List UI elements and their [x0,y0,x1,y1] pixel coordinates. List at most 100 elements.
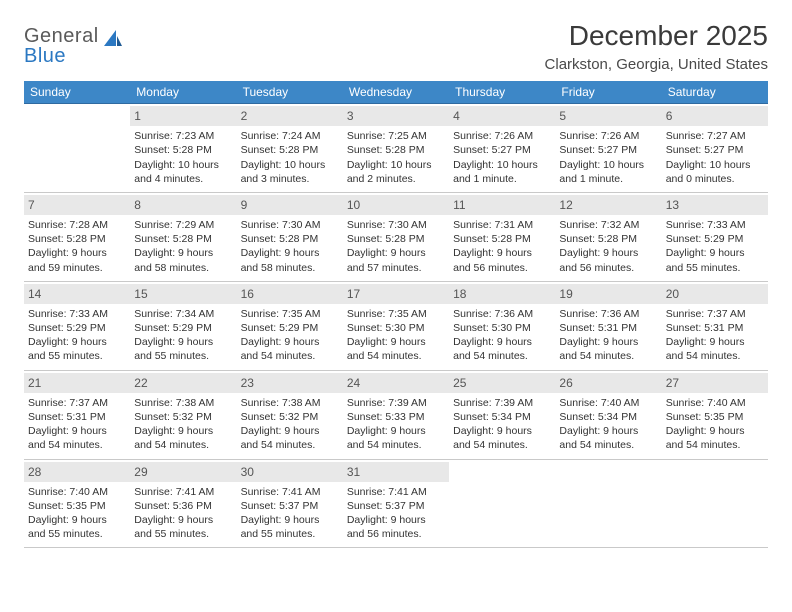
day-cell: 9 Sunrise: 7:30 AMSunset: 5:28 PMDaylight… [237,192,343,281]
sunrise-text: Sunrise: 7:28 AM [28,218,126,232]
sunrise-text: Sunrise: 7:41 AM [347,485,445,499]
daylight-text: Daylight: 9 hours and 54 minutes. [241,335,339,363]
sunset-text: Sunset: 5:29 PM [241,321,339,335]
sunset-text: Sunset: 5:28 PM [453,232,551,246]
sunset-text: Sunset: 5:30 PM [347,321,445,335]
day-number: 28 [24,462,130,482]
day-cell: 4Sunrise: 7:26 AMSunset: 5:27 PMDaylight… [449,104,555,193]
day-number: 9 [237,195,343,215]
sunrise-text: Sunrise: 7:38 AM [134,396,232,410]
sunset-text: Sunset: 5:28 PM [241,232,339,246]
daylight-text: Daylight: 10 hours and 3 minutes. [241,158,339,186]
day-number: 14 [24,284,130,304]
daylight-text: Daylight: 10 hours and 1 minute. [453,158,551,186]
day-number: 10 [343,195,449,215]
day-number: 16 [237,284,343,304]
day-cell: 20Sunrise: 7:37 AMSunset: 5:31 PMDayligh… [662,281,768,370]
day-cell [555,459,661,548]
sunrise-text: Sunrise: 7:40 AM [28,485,126,499]
sunset-text: Sunset: 5:28 PM [134,143,232,157]
day-number: 3 [343,106,449,126]
day-number: 13 [662,195,768,215]
day-number: 23 [237,373,343,393]
sunset-text: Sunset: 5:29 PM [134,321,232,335]
day-number: 24 [343,373,449,393]
daylight-text: Daylight: 9 hours and 55 minutes. [28,513,126,541]
daylight-text: Daylight: 9 hours and 59 minutes. [28,246,126,274]
day-number: 4 [449,106,555,126]
daylight-text: Daylight: 9 hours and 54 minutes. [28,424,126,452]
dayname-row: Sunday Monday Tuesday Wednesday Thursday… [24,81,768,104]
daylight-text: Daylight: 9 hours and 55 minutes. [241,513,339,541]
daylight-text: Daylight: 10 hours and 1 minute. [559,158,657,186]
week-row: 7Sunrise: 7:28 AMSunset: 5:28 PMDaylight… [24,192,768,281]
sunrise-text: Sunrise: 7:41 AM [134,485,232,499]
day-cell: 17Sunrise: 7:35 AMSunset: 5:30 PMDayligh… [343,281,449,370]
sunset-text: Sunset: 5:32 PM [241,410,339,424]
dayname-sun: Sunday [24,81,130,104]
day-cell: 22Sunrise: 7:38 AMSunset: 5:32 PMDayligh… [130,370,236,459]
daylight-text: Daylight: 9 hours and 57 minutes. [347,246,445,274]
sunset-text: Sunset: 5:28 PM [28,232,126,246]
sunset-text: Sunset: 5:34 PM [559,410,657,424]
header: General Blue December 2025 Clarkston, Ge… [24,20,768,73]
day-number: 31 [343,462,449,482]
day-number: 12 [555,195,661,215]
dayname-sat: Saturday [662,81,768,104]
sunrise-text: Sunrise: 7:33 AM [28,307,126,321]
daylight-text: Daylight: 9 hours and 55 minutes. [134,335,232,363]
day-cell: 19Sunrise: 7:36 AMSunset: 5:31 PMDayligh… [555,281,661,370]
sunrise-text: Sunrise: 7:27 AM [666,129,764,143]
dayname-wed: Wednesday [343,81,449,104]
day-cell: 5Sunrise: 7:26 AMSunset: 5:27 PMDaylight… [555,104,661,193]
day-cell: 31Sunrise: 7:41 AMSunset: 5:37 PMDayligh… [343,459,449,548]
day-cell: 13Sunrise: 7:33 AMSunset: 5:29 PMDayligh… [662,192,768,281]
calendar-body: 1Sunrise: 7:23 AMSunset: 5:28 PMDaylight… [24,104,768,548]
day-number: 20 [662,284,768,304]
day-number: 26 [555,373,661,393]
sunrise-text: Sunrise: 7:40 AM [559,396,657,410]
day-number: 21 [24,373,130,393]
daylight-text: Daylight: 9 hours and 54 minutes. [666,424,764,452]
day-number: 8 [130,195,236,215]
daylight-text: Daylight: 9 hours and 54 minutes. [453,335,551,363]
day-number: 29 [130,462,236,482]
logo-word-1: General [24,25,99,47]
day-number: 27 [662,373,768,393]
day-number: 15 [130,284,236,304]
day-cell [449,459,555,548]
daylight-text: Daylight: 9 hours and 55 minutes. [666,246,764,274]
sunrise-text: Sunrise: 7:37 AM [666,307,764,321]
day-cell: 18Sunrise: 7:36 AMSunset: 5:30 PMDayligh… [449,281,555,370]
page-title: December 2025 [545,20,768,52]
sunrise-text: Sunrise: 7:30 AM [241,218,339,232]
sunset-text: Sunset: 5:29 PM [666,232,764,246]
day-cell: 25Sunrise: 7:39 AMSunset: 5:34 PMDayligh… [449,370,555,459]
daylight-text: Daylight: 9 hours and 58 minutes. [241,246,339,274]
sunset-text: Sunset: 5:37 PM [241,499,339,513]
daylight-text: Daylight: 10 hours and 0 minutes. [666,158,764,186]
day-number: 11 [449,195,555,215]
sunrise-text: Sunrise: 7:40 AM [666,396,764,410]
day-cell: 23Sunrise: 7:38 AMSunset: 5:32 PMDayligh… [237,370,343,459]
daylight-text: Daylight: 9 hours and 54 minutes. [347,424,445,452]
sunrise-text: Sunrise: 7:41 AM [241,485,339,499]
day-cell: 26Sunrise: 7:40 AMSunset: 5:34 PMDayligh… [555,370,661,459]
sunset-text: Sunset: 5:31 PM [666,321,764,335]
daylight-text: Daylight: 9 hours and 54 minutes. [347,335,445,363]
day-cell: 30Sunrise: 7:41 AMSunset: 5:37 PMDayligh… [237,459,343,548]
day-cell: 1Sunrise: 7:23 AMSunset: 5:28 PMDaylight… [130,104,236,193]
sunrise-text: Sunrise: 7:34 AM [134,307,232,321]
sunset-text: Sunset: 5:27 PM [666,143,764,157]
sunrise-text: Sunrise: 7:30 AM [347,218,445,232]
day-cell: 21Sunrise: 7:37 AMSunset: 5:31 PMDayligh… [24,370,130,459]
sunset-text: Sunset: 5:31 PM [559,321,657,335]
sunrise-text: Sunrise: 7:39 AM [347,396,445,410]
day-number: 17 [343,284,449,304]
daylight-text: Daylight: 9 hours and 54 minutes. [241,424,339,452]
sunset-text: Sunset: 5:36 PM [134,499,232,513]
sunrise-text: Sunrise: 7:26 AM [453,129,551,143]
calendar-head: Sunday Monday Tuesday Wednesday Thursday… [24,81,768,104]
daylight-text: Daylight: 9 hours and 58 minutes. [134,246,232,274]
day-number: 2 [237,106,343,126]
